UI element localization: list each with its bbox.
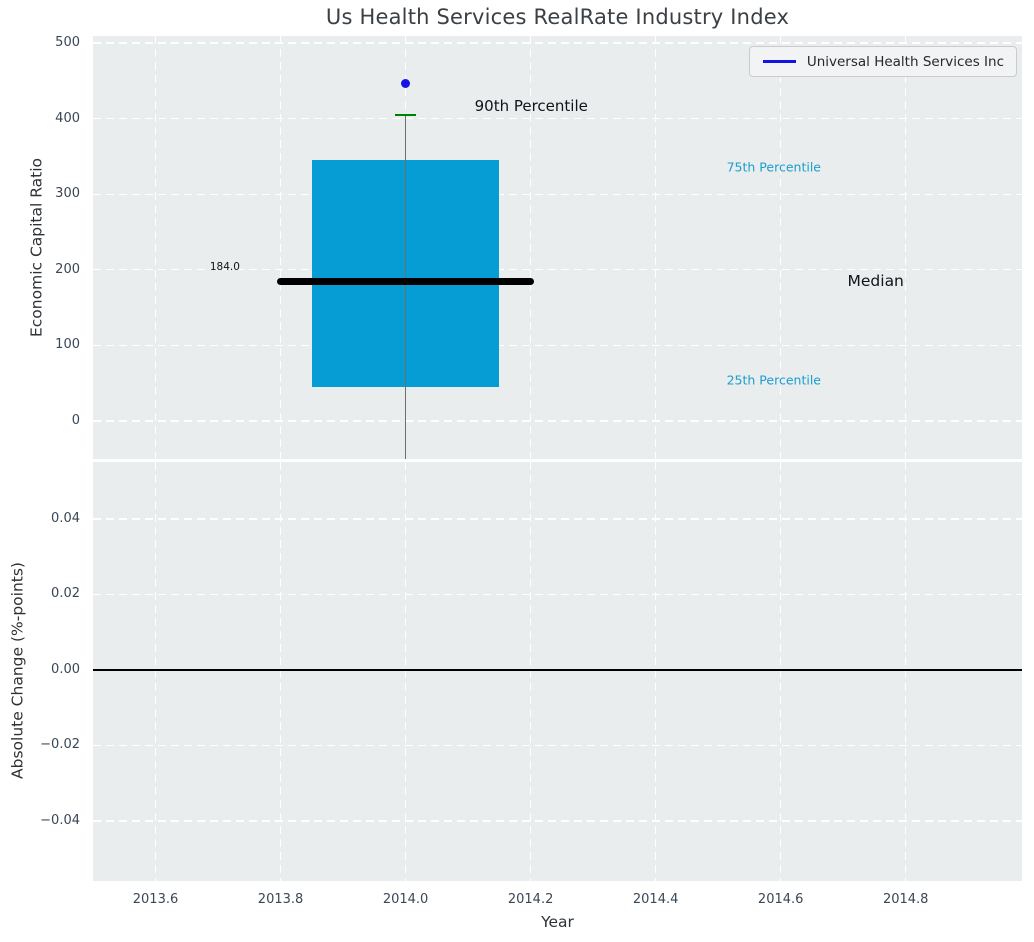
gridline-x-6 [905, 36, 907, 459]
xtick-2013.8: 2013.8 [257, 892, 304, 907]
gridline-x-5 [779, 36, 782, 459]
boxplot-90th-percentile-cap [394, 113, 417, 117]
xtick-2014.6: 2014.6 [757, 892, 804, 907]
axis-label-year: Year [541, 913, 574, 931]
ytick-top-500: 500 [55, 35, 80, 51]
xtick-2014.8: 2014.8 [882, 892, 929, 907]
boxplot-median-line [277, 278, 534, 286]
ytick-bottom-3: −0.02 [40, 737, 80, 753]
legend-line-icon [762, 60, 796, 63]
gridline-y-2 [93, 269, 1022, 271]
gridline-y-0 [93, 518, 1022, 520]
universal-health-services-point [401, 79, 411, 89]
ytick-top-100: 100 [55, 337, 80, 353]
legend: Universal Health Services Inc [748, 46, 1017, 77]
xtick-2014.0: 2014.0 [382, 892, 429, 907]
xtick-2014.2: 2014.2 [507, 892, 554, 907]
gridline-y-1 [93, 593, 1022, 596]
ytick-top-0: 0 [71, 412, 80, 428]
gridline-y-3 [93, 193, 1022, 195]
xtick-2013.6: 2013.6 [132, 892, 179, 907]
axes-absolute-change [93, 462, 1022, 881]
gridline-x-4 [654, 36, 657, 459]
p75-annotation: 75th Percentile [726, 159, 821, 175]
chart-title: Us Health Services RealRate Industry Ind… [325, 5, 790, 29]
gridline-y-0 [93, 420, 1022, 422]
gridline-x-1 [279, 36, 282, 459]
xtick-2014.4: 2014.4 [632, 892, 679, 907]
axes-economic-capital-ratio: Universal Health Services Inc 184.0 90th … [93, 36, 1022, 459]
gridline-x-2 [404, 462, 407, 881]
gridline-x-5 [779, 462, 782, 881]
ytick-top-200: 200 [55, 261, 80, 277]
gridline-y-1 [93, 344, 1022, 347]
gridline-x-3 [529, 36, 532, 459]
legend-label: Universal Health Services Inc [806, 53, 1004, 70]
gridline-x-4 [654, 462, 657, 881]
gridline-x-6 [905, 462, 907, 881]
ytick-bottom-1: 0.02 [51, 586, 80, 602]
ytick-bottom-0: 0.04 [51, 510, 80, 526]
boxplot-whisker [404, 114, 407, 459]
median-annotation: Median [847, 272, 904, 291]
gridline-x-1 [279, 462, 282, 881]
median-value-annotation: 184.0 [209, 260, 240, 273]
zero-change-line [93, 669, 1022, 671]
ytick-bottom-2: 0.00 [51, 661, 80, 677]
gridline-y-5 [93, 42, 1022, 44]
gridline-y-3 [93, 744, 1022, 747]
ytick-bottom-4: −0.04 [40, 812, 80, 828]
gridline-x-0 [154, 462, 157, 881]
gridline-x-3 [529, 462, 532, 881]
p25-annotation: 25th Percentile [726, 372, 821, 388]
ytick-top-300: 300 [55, 186, 80, 202]
gridline-y-4 [93, 117, 1022, 120]
gridline-y-4 [93, 820, 1022, 822]
p90-annotation: 90th Percentile [474, 96, 588, 115]
gridline-x-0 [154, 36, 157, 459]
ytick-top-400: 400 [55, 110, 80, 126]
